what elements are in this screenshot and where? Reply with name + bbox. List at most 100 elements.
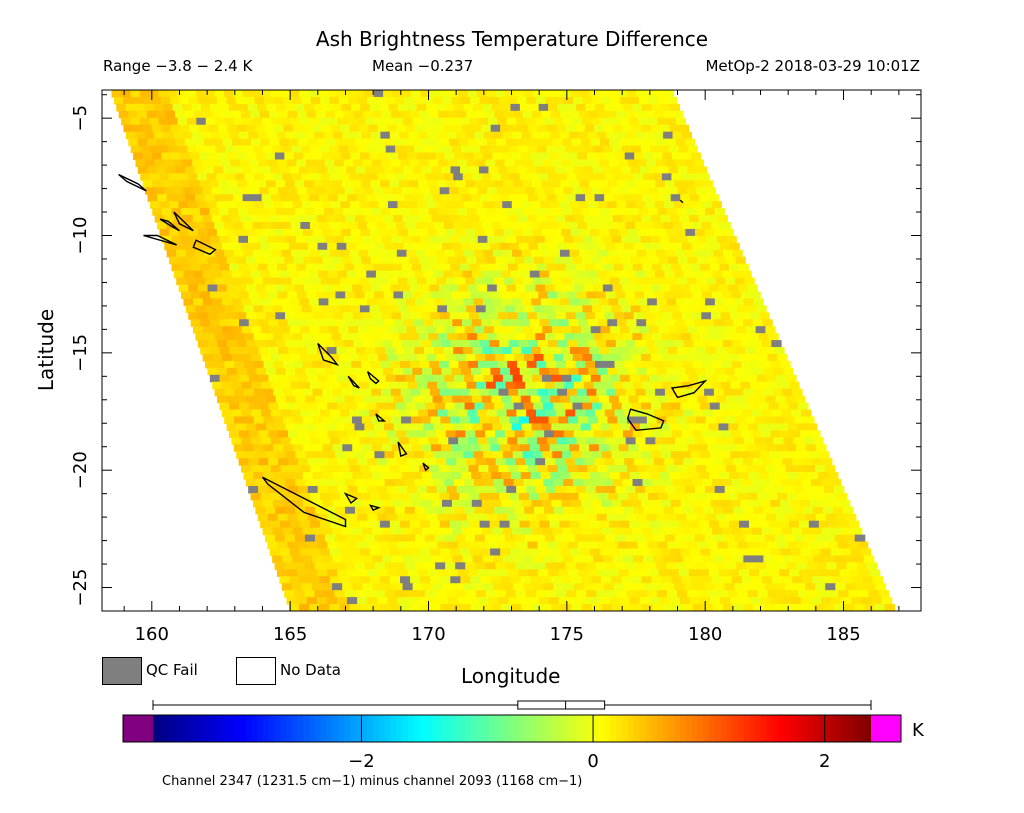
swath-cell <box>536 485 547 494</box>
swath-cell <box>792 458 803 466</box>
swath-cell <box>371 416 383 425</box>
swath-cell <box>481 319 492 327</box>
colorbar-segment <box>627 715 635 742</box>
swath-cell <box>636 319 647 327</box>
swath-cell <box>281 249 292 258</box>
swath-cell <box>638 395 649 404</box>
swath-cell <box>501 395 512 404</box>
swath-cell <box>611 402 623 411</box>
swath-cell <box>156 194 168 202</box>
swath-cell <box>490 444 501 452</box>
swath-cell <box>439 90 450 98</box>
swath-cell <box>510 270 521 279</box>
swath-cell <box>551 604 563 611</box>
swath-cell <box>600 117 611 126</box>
swath-cell <box>685 367 697 376</box>
colorbar-segment <box>830 715 837 742</box>
swath-cell <box>214 221 225 230</box>
swath-cell <box>255 228 266 237</box>
swath-cell <box>185 221 196 230</box>
swath-cell <box>285 312 296 320</box>
swath-cell <box>219 291 230 299</box>
swath-cell <box>666 117 677 126</box>
swath-cell <box>316 597 328 605</box>
swath-cell <box>283 201 294 209</box>
swath-cell <box>605 173 616 181</box>
swath-cell <box>576 437 587 445</box>
swath-cell <box>663 131 674 140</box>
colorbar-segment <box>662 715 669 742</box>
colorbar-segment <box>720 715 727 742</box>
swath-cell <box>576 291 588 299</box>
swath-cell <box>253 145 264 154</box>
coastline-island <box>366 371 380 385</box>
swath-cell <box>304 534 316 543</box>
swath-cell <box>334 590 346 598</box>
coastline-island <box>422 462 430 472</box>
swath-cell <box>575 263 586 272</box>
swath-cell <box>660 402 672 411</box>
swath-cell <box>597 465 608 473</box>
swath-cell <box>751 576 763 584</box>
swath-cell <box>135 103 146 112</box>
swath-cell <box>650 353 662 362</box>
swath-cell <box>300 520 311 529</box>
swath-cell <box>542 159 553 168</box>
swath-cell <box>632 381 644 390</box>
swath-cell <box>258 485 269 494</box>
swath-cell <box>710 548 722 557</box>
swath-cell <box>412 291 423 299</box>
swath-cell <box>401 340 413 348</box>
swath-cell <box>169 256 180 265</box>
swath-cell <box>289 270 300 279</box>
swath-cell <box>664 340 675 348</box>
swath-cell <box>619 520 630 529</box>
colorbar-segment <box>158 715 166 742</box>
swath-cell <box>704 583 716 591</box>
swath-cell <box>416 326 427 334</box>
swath-cell <box>245 124 256 133</box>
swath-cell <box>502 131 513 140</box>
swath-cell <box>451 194 463 202</box>
swath-cell <box>594 263 605 272</box>
swath-cell <box>641 215 652 223</box>
swath-cell <box>747 492 758 501</box>
swath-cell <box>630 305 641 313</box>
swath-cell <box>780 597 792 605</box>
swath-cell <box>383 90 394 98</box>
swath-cell <box>718 423 729 431</box>
swath-cell <box>856 562 868 570</box>
swath-cell <box>649 166 660 174</box>
swath-cell <box>309 604 320 611</box>
swath-cell <box>661 576 673 584</box>
swath-cell <box>515 381 526 390</box>
swath-cell <box>343 340 354 348</box>
swath-cell <box>414 270 425 279</box>
swath-cell <box>334 263 346 272</box>
swath-cell <box>467 284 479 293</box>
swath-cell <box>462 347 474 355</box>
swath-cell <box>503 479 515 487</box>
swath-cell <box>450 444 462 452</box>
swath-cell <box>429 465 440 473</box>
swath-cell <box>399 180 410 188</box>
swath-cell <box>463 479 475 487</box>
swath-cell <box>611 305 622 313</box>
swath-cell <box>322 583 333 591</box>
swath-cell <box>461 395 473 404</box>
colorbar-segment <box>639 715 646 742</box>
swath-cell <box>478 117 489 126</box>
swath-cell <box>599 159 610 168</box>
swath-cell <box>575 360 586 369</box>
swath-cell <box>550 249 561 258</box>
swath-cell <box>493 583 504 591</box>
colorbar-segment <box>540 715 548 742</box>
colorbar-segment <box>430 715 438 742</box>
swath-cell <box>645 437 656 445</box>
swath-cell <box>471 319 482 327</box>
swath-cell <box>456 485 468 494</box>
swath-cell <box>424 298 436 306</box>
swath-cell <box>272 249 283 258</box>
swath-cell <box>228 180 239 188</box>
swath-cell <box>357 513 369 522</box>
